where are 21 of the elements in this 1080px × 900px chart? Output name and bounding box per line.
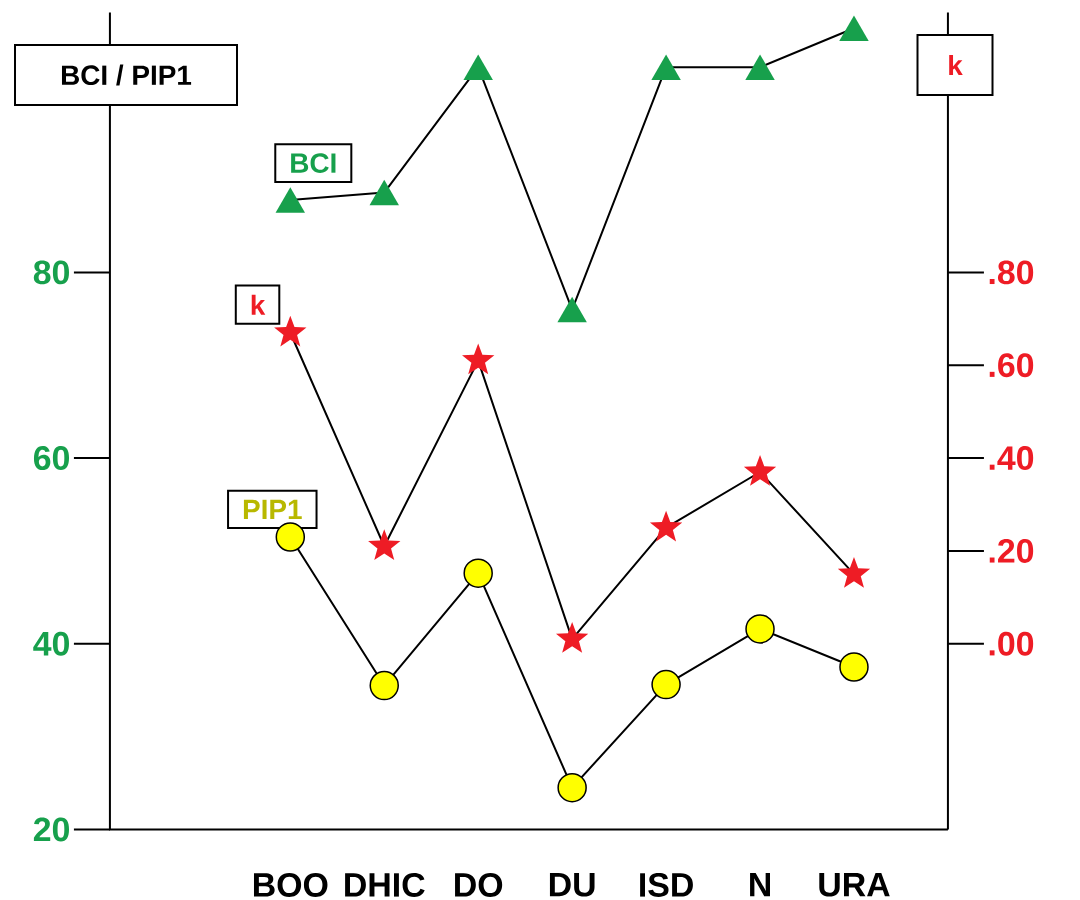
series-label: BCI	[291, 153, 336, 173]
x-tick-label: BOO	[253, 872, 328, 897]
y-tick-label: 80	[33, 260, 70, 285]
y-axis-title: BCI / PIP1	[61, 64, 192, 86]
y2-tick-label: .80	[989, 260, 1034, 285]
x-tick-label: ISD	[640, 872, 693, 897]
x-tick-label: DHIC	[345, 872, 425, 897]
series-label: k	[251, 294, 266, 315]
y2-tick-label: .60	[989, 353, 1034, 378]
x-tick-label: DU	[549, 872, 595, 897]
y2-axis-title: k	[949, 54, 963, 75]
series-label: PIP1	[243, 499, 302, 519]
y-tick-label: 20	[33, 817, 70, 842]
y2-tick-label: .20	[989, 538, 1034, 563]
y-tick-label: 60	[33, 445, 70, 470]
x-tick-label: N	[750, 872, 770, 897]
y2-tick-label: .40	[989, 445, 1034, 470]
x-tick-label: URA	[819, 872, 890, 897]
y2-tick-label: .00	[989, 631, 1034, 656]
x-tick-label: DO	[455, 872, 503, 897]
y-tick-label: 40	[33, 631, 70, 656]
